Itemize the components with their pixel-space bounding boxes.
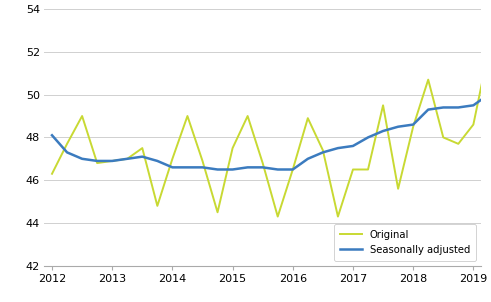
Original [79, 114, 85, 118]
Original [154, 204, 160, 208]
Original [320, 149, 326, 152]
Seasonally adjusted [109, 159, 115, 163]
Seasonally adjusted [350, 144, 356, 148]
Original [290, 168, 296, 171]
Seasonally adjusted [365, 136, 371, 139]
Original [410, 125, 416, 129]
Seasonally adjusted [64, 151, 70, 154]
Original [124, 157, 130, 161]
Seasonally adjusted [410, 123, 416, 126]
Original [94, 161, 100, 165]
Original [365, 168, 371, 171]
Seasonally adjusted [139, 155, 145, 159]
Original [64, 142, 70, 146]
Original [486, 50, 491, 54]
Seasonally adjusted [260, 165, 266, 169]
Seasonally adjusted [275, 168, 281, 171]
Seasonally adjusted [94, 159, 100, 163]
Original [380, 104, 386, 107]
Original [185, 114, 191, 118]
Original [350, 168, 356, 171]
Original [425, 78, 431, 82]
Seasonally adjusted [185, 165, 191, 169]
Seasonally adjusted [470, 104, 476, 107]
Original [395, 187, 401, 191]
Original [49, 172, 55, 175]
Seasonally adjusted [230, 168, 236, 171]
Original [305, 116, 311, 120]
Seasonally adjusted [380, 129, 386, 133]
Original [440, 136, 446, 139]
Original [455, 142, 461, 146]
Seasonally adjusted [290, 168, 296, 171]
Line: Seasonally adjusted: Seasonally adjusted [52, 71, 491, 169]
Original [275, 215, 281, 218]
Seasonally adjusted [245, 165, 250, 169]
Line: Original: Original [52, 28, 491, 217]
Seasonally adjusted [486, 93, 491, 96]
Original [335, 215, 341, 218]
Seasonally adjusted [335, 146, 341, 150]
Original [260, 161, 266, 165]
Original [215, 210, 220, 214]
Original [169, 157, 175, 161]
Seasonally adjusted [154, 159, 160, 163]
Original [199, 159, 205, 163]
Original [139, 146, 145, 150]
Seasonally adjusted [440, 106, 446, 109]
Seasonally adjusted [124, 157, 130, 161]
Seasonally adjusted [215, 168, 220, 171]
Seasonally adjusted [199, 165, 205, 169]
Seasonally adjusted [79, 157, 85, 161]
Original [245, 114, 250, 118]
Seasonally adjusted [169, 165, 175, 169]
Seasonally adjusted [49, 133, 55, 137]
Legend: Original, Seasonally adjusted: Original, Seasonally adjusted [334, 224, 476, 261]
Seasonally adjusted [320, 151, 326, 154]
Original [109, 159, 115, 163]
Seasonally adjusted [455, 106, 461, 109]
Seasonally adjusted [395, 125, 401, 129]
Original [230, 146, 236, 150]
Seasonally adjusted [305, 157, 311, 161]
Original [470, 123, 476, 126]
Seasonally adjusted [425, 108, 431, 111]
